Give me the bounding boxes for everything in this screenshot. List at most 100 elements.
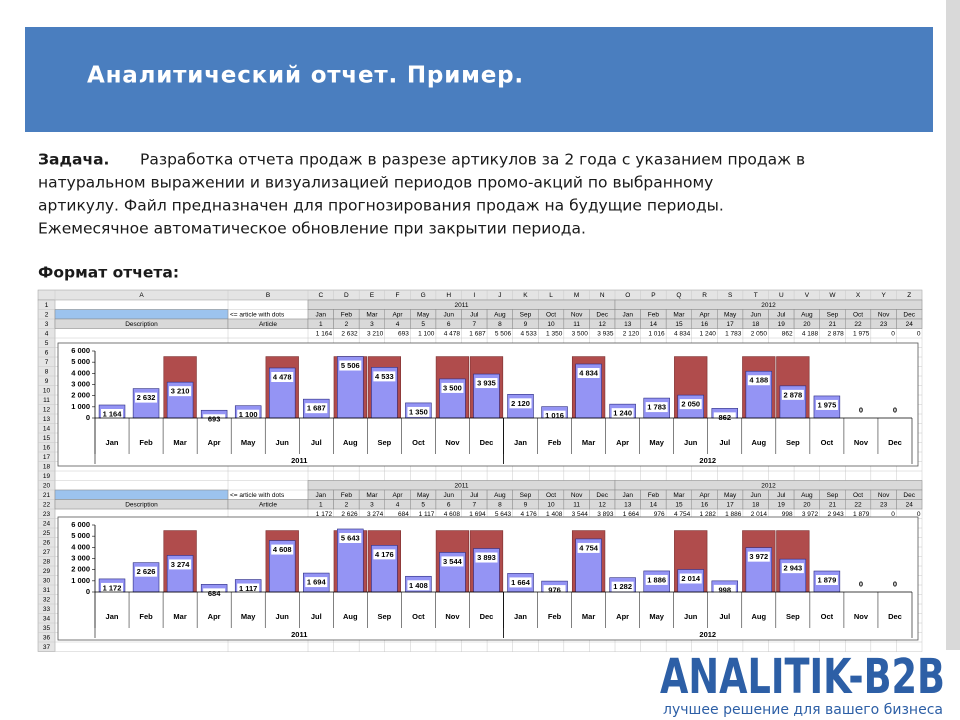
year-cell: 2012 — [761, 302, 776, 309]
row-number: 17 — [43, 454, 51, 461]
period-cell: 24 — [906, 501, 914, 508]
value-cell: 976 — [654, 511, 665, 518]
row-number: 35 — [43, 625, 51, 632]
period-cell: 17 — [727, 501, 735, 508]
x-tick-label: Mar — [582, 438, 595, 447]
period-cell: 1 — [319, 501, 323, 508]
row-number: 16 — [43, 444, 51, 451]
period-cell: 4 — [396, 501, 400, 508]
x-tick-label: Nov — [445, 612, 460, 621]
month-cell: Feb — [648, 492, 660, 499]
y-tick-label: 5 000 — [71, 357, 90, 366]
month-cell: May — [417, 492, 430, 499]
period-cell: 8 — [498, 501, 502, 508]
row-number: 34 — [43, 615, 51, 622]
period-cell: 21 — [829, 321, 837, 328]
value-cell: 3 500 — [572, 330, 589, 337]
value-cell: 1 687 — [469, 330, 486, 337]
period-cell: 23 — [880, 501, 888, 508]
description-cell: Description — [125, 321, 158, 328]
x-tick-label: Apr — [616, 438, 629, 447]
column-letter: U — [779, 292, 784, 299]
month-cell: Apr — [699, 492, 710, 499]
value-label: 1 664 — [511, 578, 531, 587]
value-cell: 0 — [917, 330, 921, 337]
value-label-box — [577, 542, 600, 553]
task-line: Ежемесячное автоматическое обновление пр… — [38, 220, 586, 238]
header-cell — [896, 318, 923, 329]
x-tick-label: Jun — [276, 612, 290, 621]
value-label: 1 408 — [409, 581, 428, 590]
row-number: 22 — [43, 501, 51, 508]
period-cell: 2 — [345, 321, 349, 328]
month-cell: Mar — [673, 311, 685, 318]
value-label-box — [203, 588, 226, 599]
value-label: 2 626 — [137, 567, 156, 576]
column-letter: Z — [907, 292, 911, 299]
value-label-box — [781, 389, 804, 400]
x-tick-label: Feb — [139, 612, 153, 621]
column-letter: D — [344, 292, 349, 299]
x-tick-label: Dec — [480, 612, 494, 621]
month-cell: Nov — [571, 311, 583, 318]
value-label-box — [475, 378, 498, 389]
row-number: 31 — [43, 587, 51, 594]
value-label-box — [475, 552, 498, 563]
x-tick-label: Aug — [343, 612, 358, 621]
value-label-box — [373, 371, 396, 382]
x-tick-label: Jun — [684, 438, 698, 447]
value-label-box — [713, 412, 736, 423]
x-tick-label: Apr — [208, 438, 221, 447]
x-tick-label: Oct — [412, 612, 425, 621]
period-cell: 8 — [498, 321, 502, 328]
row-number: 11 — [43, 397, 50, 404]
value-cell: 4 608 — [444, 511, 461, 518]
value-label: 0 — [859, 579, 863, 588]
month-cell: Mar — [366, 311, 378, 318]
value-label: 1 100 — [239, 410, 258, 419]
value-label-box — [271, 371, 294, 382]
value-cell: 5 643 — [495, 511, 512, 518]
period-cell: 14 — [650, 321, 658, 328]
value-label: 1 886 — [647, 575, 666, 584]
value-cell: 1 408 — [546, 511, 563, 518]
value-cell: 1 282 — [700, 511, 717, 518]
period-cell: 21 — [829, 501, 837, 508]
value-cell: 1 783 — [725, 330, 742, 337]
header-cell — [54, 309, 229, 320]
value-cell: 2 014 — [751, 511, 768, 518]
value-label: 4 478 — [273, 372, 292, 381]
value-cell: 2 878 — [827, 330, 844, 337]
month-cell: Feb — [341, 492, 353, 499]
x-tick-label: Jul — [719, 612, 730, 621]
x-tick-label: Mar — [582, 612, 595, 621]
period-cell: 7 — [472, 501, 476, 508]
period-cell: 13 — [624, 321, 632, 328]
row-number: 12 — [43, 406, 51, 413]
value-label-box — [237, 409, 260, 420]
month-cell: Aug — [801, 492, 813, 499]
value-cell: 1 664 — [623, 511, 640, 518]
note-cell: <= article with dots — [230, 311, 285, 318]
row-number: 36 — [43, 634, 51, 641]
value-label-box — [407, 580, 430, 591]
title: Аналитический отчет. Пример. — [87, 63, 524, 89]
month-cell: Oct — [546, 492, 556, 499]
value-label-box — [135, 566, 158, 577]
value-cell: 3 544 — [572, 511, 589, 518]
row-number: 4 — [45, 330, 49, 337]
value-label-box — [849, 405, 872, 415]
value-cell: 1 886 — [725, 511, 742, 518]
value-label: 0 — [893, 405, 897, 414]
value-label-box — [237, 583, 260, 594]
x-tick-label: Oct — [821, 438, 834, 447]
value-label-box — [815, 575, 838, 586]
x-tick-label: Dec — [888, 438, 902, 447]
value-cell: 3 935 — [597, 330, 614, 337]
value-label-box — [169, 559, 192, 570]
value-cell: 693 — [398, 330, 409, 337]
period-cell: 11 — [573, 501, 580, 508]
period-cell: 9 — [524, 321, 528, 328]
group-label: 2011 — [291, 456, 307, 465]
x-tick-label: Dec — [888, 612, 902, 621]
